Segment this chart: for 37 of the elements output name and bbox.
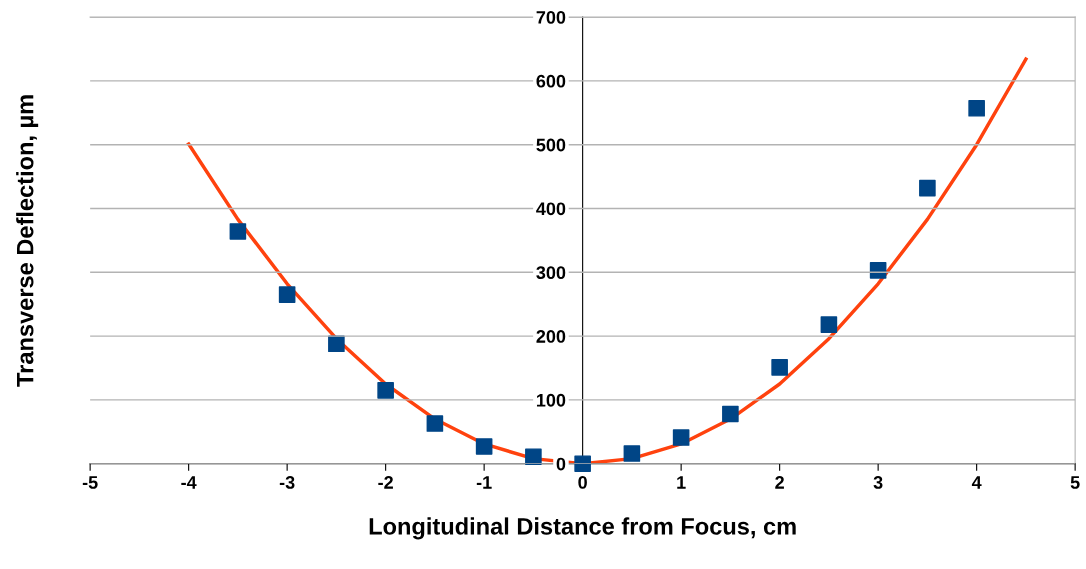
point [229, 223, 247, 240]
point [623, 445, 641, 462]
y-tick-label: 400 [536, 202, 566, 216]
x-tick-label: 5 [1070, 476, 1080, 489]
point [328, 335, 345, 353]
y-axis-title: Transverse Deflection, µm [16, 95, 39, 387]
x-tick-label: -5 [82, 476, 98, 489]
point [820, 316, 838, 333]
point [771, 359, 788, 376]
y-tick-label: 700 [536, 11, 566, 24]
x-axis-title: Longitudinal Distance from Focus, cm [369, 517, 796, 540]
x-tick-label: 0 [578, 476, 587, 489]
y-tick-label: 300 [536, 266, 566, 280]
x-tick-label: 2 [775, 476, 784, 489]
y-tick-label: 200 [536, 330, 566, 343]
x-tick-label: 1 [677, 476, 686, 489]
x-tick-label: -4 [181, 476, 197, 489]
point [525, 448, 542, 466]
point [722, 405, 739, 423]
point [574, 455, 591, 473]
y-tick-label: 600 [536, 74, 566, 88]
point [278, 286, 296, 303]
point [869, 262, 887, 279]
point [426, 415, 444, 432]
point [672, 429, 690, 446]
y-tick-label: 100 [536, 393, 566, 407]
y-tick-label: 500 [536, 138, 566, 152]
point [968, 100, 985, 117]
x-tick-label: 4 [971, 476, 982, 489]
x-tick-label: 3 [873, 476, 883, 489]
point [475, 438, 493, 455]
x-tick-label: -1 [476, 476, 492, 489]
y-tick-label: 0 [556, 457, 566, 471]
point [919, 179, 936, 197]
x-tick-label: -3 [279, 476, 295, 489]
x-tick-label: -2 [378, 476, 393, 489]
point [377, 382, 394, 399]
